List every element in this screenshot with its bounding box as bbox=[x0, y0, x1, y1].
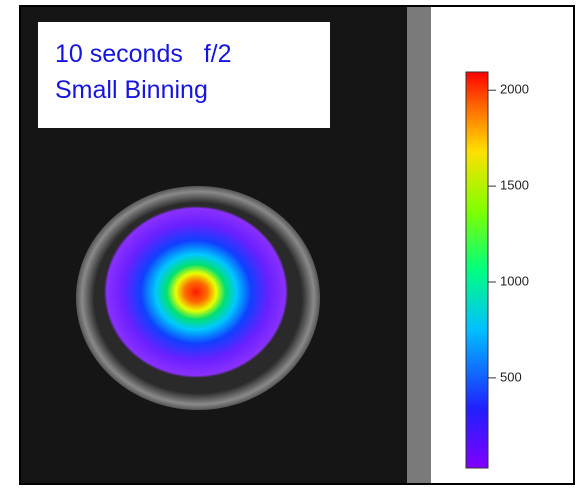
label-box bbox=[38, 22, 330, 128]
gray-strip bbox=[407, 7, 431, 483]
label-line: 10 seconds f/2 bbox=[55, 40, 232, 68]
screenshot: 10 seconds f/2 Small Binning 500 1000 1500… bbox=[0, 0, 578, 488]
tick-label: 1500 bbox=[500, 178, 529, 193]
tick-label: 500 bbox=[500, 369, 522, 384]
signal bbox=[104, 206, 288, 378]
label-line: Small Binning bbox=[55, 76, 208, 104]
tick-label: 1000 bbox=[500, 273, 529, 288]
colorbar bbox=[466, 72, 488, 468]
tick-label: 2000 bbox=[500, 82, 529, 97]
